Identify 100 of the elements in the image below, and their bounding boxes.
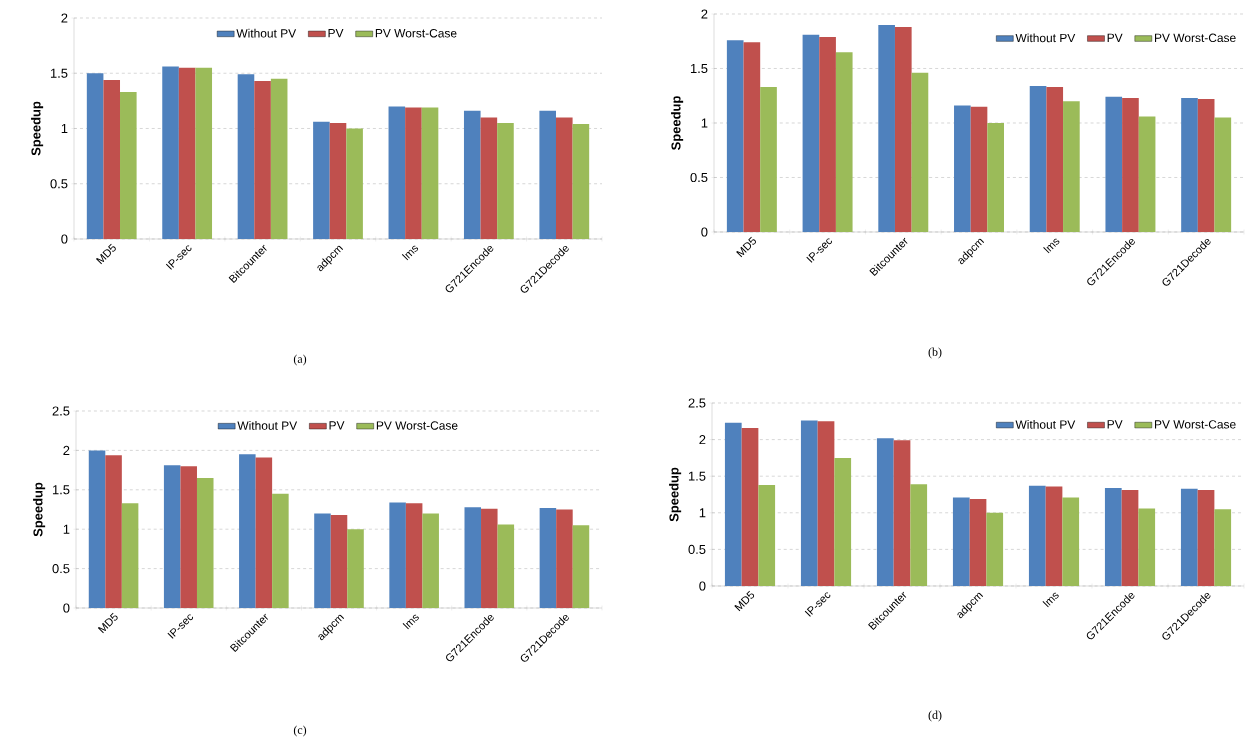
bar [1105, 96, 1123, 232]
bar [758, 484, 776, 586]
bar [313, 121, 330, 239]
bar [1062, 497, 1080, 586]
legend-label: PV Worst-Case [375, 28, 457, 38]
bar [724, 422, 742, 586]
y-tick-label: 0.5 [52, 564, 70, 574]
legend-label: PV [329, 421, 345, 430]
bar [388, 106, 406, 239]
y-tick-label: 0 [63, 603, 70, 613]
bar [1046, 87, 1064, 232]
bar [347, 529, 364, 608]
bar [911, 72, 929, 232]
bar [389, 502, 406, 608]
bar [120, 92, 137, 239]
y-tick-label: 2.5 [52, 406, 70, 416]
bar [572, 525, 590, 608]
bar [741, 427, 759, 586]
legend-label: PV [328, 29, 344, 38]
bar [195, 67, 213, 239]
bar [481, 508, 498, 608]
bar [1197, 490, 1215, 586]
bar [1029, 85, 1047, 232]
bar [497, 524, 515, 608]
bar [970, 106, 988, 232]
bar [800, 420, 818, 586]
bar [270, 78, 288, 239]
y-tick-label: 0 [61, 234, 68, 244]
x-tick-label: lms [401, 245, 419, 261]
y-tick-label: 2 [701, 9, 708, 19]
legend-label: Without PV [1015, 33, 1076, 43]
bar [1045, 486, 1063, 586]
bar [1028, 485, 1046, 586]
y-axis-title: Speedup [31, 101, 44, 156]
legend-label: PV Worst-Case [1155, 33, 1236, 43]
bar [539, 110, 556, 239]
bar [878, 24, 895, 232]
bar [743, 42, 761, 232]
bar [819, 36, 836, 232]
bar [163, 465, 181, 608]
bar [88, 450, 106, 608]
bar [539, 507, 557, 608]
bar [86, 73, 104, 239]
x-tick-label: lms [1043, 238, 1060, 254]
legend-label: PV Worst-Case [1154, 420, 1236, 429]
y-tick-label: 1 [61, 124, 68, 133]
bar [1197, 99, 1215, 232]
bar [121, 503, 139, 608]
y-tick-label: 0.5 [688, 544, 706, 554]
y-tick-label: 1.5 [50, 68, 68, 78]
bar [346, 128, 363, 239]
bar [480, 117, 498, 239]
y-tick-label: 2.5 [688, 398, 706, 408]
bar [760, 87, 777, 232]
bar [894, 27, 912, 232]
bar [969, 498, 987, 586]
bar [178, 67, 196, 239]
y-tick-label: 2 [699, 435, 706, 445]
bar [1181, 97, 1198, 232]
bar [162, 66, 179, 239]
y-axis-title: Speedup [669, 467, 682, 522]
bar [497, 122, 514, 239]
bar [255, 457, 273, 608]
y-tick-label: 0.5 [690, 172, 708, 183]
bar [1122, 97, 1139, 232]
legend-label: PV [1107, 33, 1123, 42]
legend-label: PV [1107, 420, 1123, 429]
y-tick-label: 1.5 [690, 63, 708, 74]
y-axis-title: Speedup [671, 96, 684, 150]
bar [726, 40, 744, 232]
bar [329, 122, 347, 239]
bar [572, 124, 590, 239]
bar [986, 512, 1004, 586]
bar [237, 74, 255, 239]
bar [1138, 508, 1156, 586]
y-tick-label: 1 [699, 508, 706, 518]
text: (a) [293, 354, 307, 366]
x-tick-label: lms [1042, 592, 1059, 608]
bar [952, 497, 970, 586]
text: (b) [928, 347, 942, 359]
y-tick-label: 1 [701, 118, 708, 128]
bar [272, 493, 289, 608]
y-tick-label: 1 [63, 524, 70, 534]
bar [910, 484, 928, 586]
legend-label: Without PV [237, 421, 298, 430]
bar [330, 515, 348, 608]
bar [254, 80, 271, 239]
bar [463, 110, 481, 239]
text: (c) [293, 725, 307, 737]
bar [1214, 117, 1232, 232]
bar [1121, 490, 1139, 586]
x-tick-label: lms [402, 614, 419, 630]
bar [464, 507, 482, 608]
legend-label: Without PV [236, 28, 297, 38]
bar [835, 52, 853, 232]
bar [180, 466, 197, 608]
bar [196, 477, 214, 608]
bar [802, 34, 820, 232]
bar [1180, 488, 1198, 586]
bar [1138, 116, 1156, 232]
